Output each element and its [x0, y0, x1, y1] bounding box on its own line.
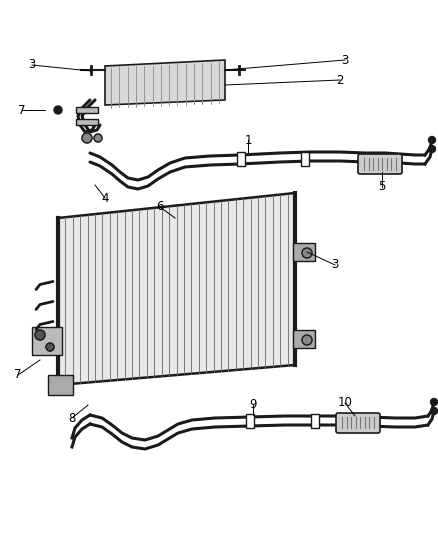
Circle shape	[54, 106, 62, 114]
Text: 9: 9	[249, 399, 257, 411]
FancyBboxPatch shape	[336, 413, 380, 433]
Circle shape	[82, 133, 92, 143]
Circle shape	[431, 399, 438, 406]
Bar	[311, 414, 319, 428]
Bar	[32, 327, 62, 355]
Text: 3: 3	[341, 53, 349, 67]
Bar	[293, 243, 315, 261]
Bar	[293, 330, 315, 348]
Text: 6: 6	[156, 200, 164, 214]
Text: 10: 10	[338, 397, 353, 409]
Bar	[237, 152, 245, 166]
Circle shape	[428, 146, 435, 152]
Text: 7: 7	[14, 368, 22, 382]
Circle shape	[302, 248, 312, 258]
Polygon shape	[58, 193, 295, 385]
Bar	[48, 375, 73, 395]
Text: 5: 5	[378, 181, 386, 193]
FancyBboxPatch shape	[358, 154, 402, 174]
Bar	[76, 107, 98, 113]
Text: 8: 8	[68, 411, 76, 424]
Text: 2: 2	[336, 74, 344, 86]
Text: 4: 4	[101, 191, 109, 205]
Circle shape	[35, 330, 45, 340]
Text: 3: 3	[28, 59, 35, 71]
Circle shape	[428, 136, 435, 143]
Text: 7: 7	[18, 103, 26, 117]
Bar	[246, 414, 254, 428]
Text: 3: 3	[331, 259, 339, 271]
Polygon shape	[105, 60, 225, 105]
Circle shape	[431, 408, 438, 415]
Text: 1: 1	[244, 133, 252, 147]
Bar	[76, 119, 98, 125]
Circle shape	[46, 343, 54, 351]
Bar	[301, 152, 309, 166]
Circle shape	[94, 134, 102, 142]
Circle shape	[302, 335, 312, 345]
